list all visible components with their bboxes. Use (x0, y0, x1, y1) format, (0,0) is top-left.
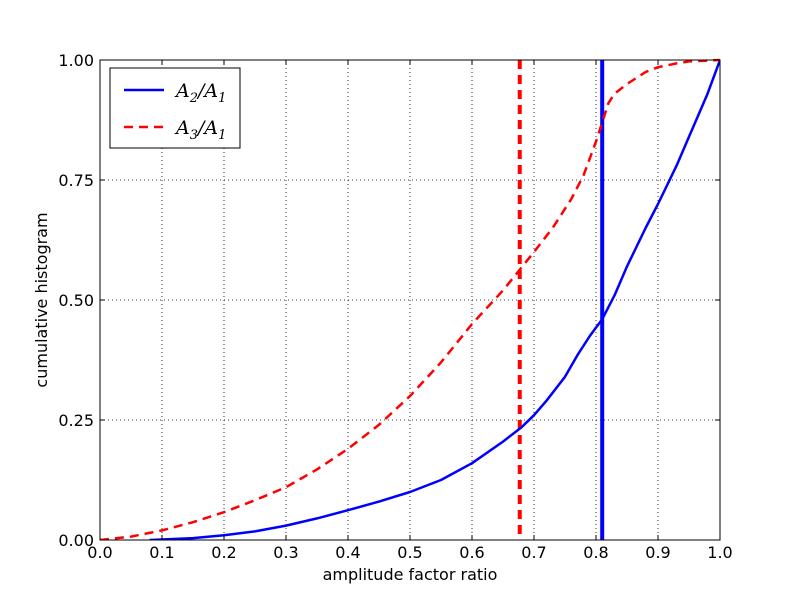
legend-symbol: A (174, 117, 190, 139)
axis-tick-labels: 0.0 0.1 0.2 0.3 0.4 0.5 0.6 0.7 0.8 0.9 1.0 0.00 0.2… (58, 51, 732, 562)
axis-ticks (99, 59, 721, 541)
legend-label-1: A2/A1 (174, 80, 226, 106)
x-tick-label: 1.0 (707, 543, 732, 562)
x-tick-label: 0.7 (521, 543, 546, 562)
series-lines (100, 58, 720, 540)
x-tick-label: 0.4 (335, 543, 360, 562)
legend-symbol: A (174, 80, 190, 102)
x-tick-label: 0.2 (211, 543, 236, 562)
legend-subscript: 1 (218, 91, 226, 106)
y-tick-label: 1.00 (58, 51, 94, 70)
x-tick-label: 0.3 (273, 543, 298, 562)
legend-subscript: 1 (218, 128, 226, 143)
x-tick-label: 0.6 (459, 543, 484, 562)
y-axis-label: cumulative histogram (32, 212, 51, 387)
legend-symbol: / (196, 80, 206, 102)
x-axis-label: amplitude factor ratio (323, 565, 498, 584)
y-tick-label: 0.00 (58, 531, 94, 550)
legend-subscript: 2 (189, 91, 198, 106)
legend-symbol: / (196, 117, 206, 139)
x-tick-label: 0.9 (645, 543, 670, 562)
series-line-1 (149, 59, 720, 540)
x-tick-label: 0.0 (87, 543, 112, 562)
legend-subscript: 3 (190, 128, 198, 143)
legend-symbol: A (202, 117, 218, 139)
legend-symbol: A (202, 80, 218, 102)
series-line-2 (100, 58, 720, 540)
x-tick-label: 0.8 (583, 543, 608, 562)
legend-box (109, 67, 241, 149)
y-tick-label: 0.50 (58, 291, 94, 310)
y-tick-label: 0.25 (58, 411, 94, 430)
y-tick-label: 0.75 (58, 171, 94, 190)
x-tick-label: 0.5 (397, 543, 422, 562)
x-tick-label: 0.1 (149, 543, 174, 562)
reference-lines (517, 60, 605, 540)
legend-label-2: A3/A1 (174, 117, 226, 143)
